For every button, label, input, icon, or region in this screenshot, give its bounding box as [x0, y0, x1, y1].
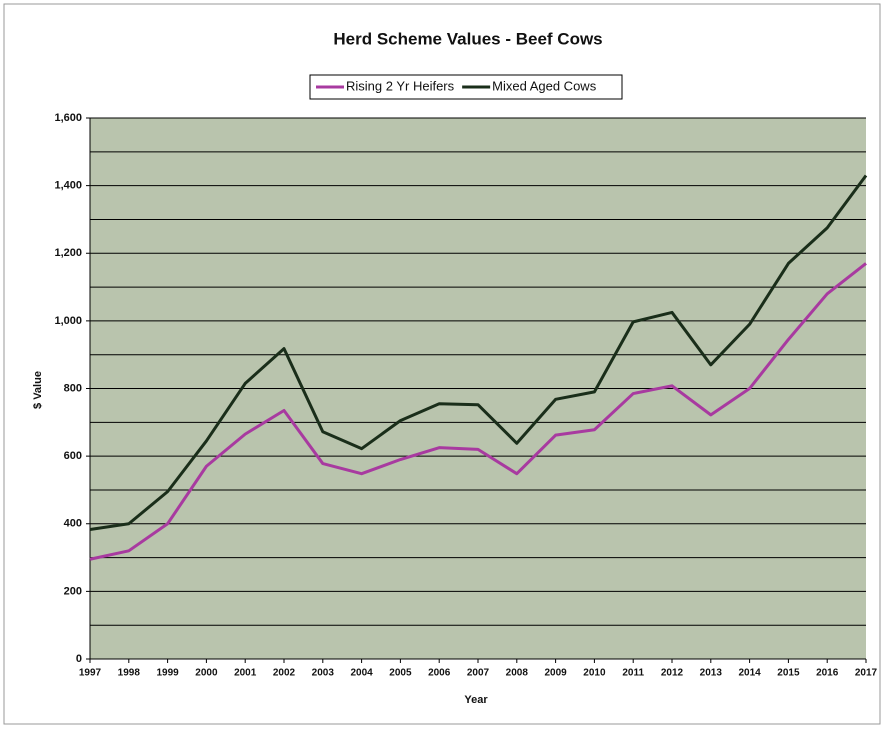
page: {"chart_data": {"type": "line", "title":… [0, 0, 884, 729]
y-tick-label: 1,400 [54, 180, 82, 192]
x-tick-label: 2014 [738, 668, 761, 679]
x-tick-label: 2007 [467, 668, 490, 679]
y-tick-label: 1,200 [54, 247, 82, 259]
legend-label: Mixed Aged Cows [492, 78, 597, 93]
y-tick-label: 400 [64, 518, 82, 530]
x-tick-label: 2011 [622, 668, 644, 679]
x-tick-label: 2009 [544, 668, 567, 679]
x-tick-label: 2013 [700, 668, 723, 679]
legend-label: Rising 2 Yr Heifers [346, 78, 455, 93]
y-axis-label: $ Value [32, 371, 44, 409]
chart-title: Herd Scheme Values - Beef Cows [333, 29, 602, 48]
x-tick-label: 2015 [777, 668, 800, 679]
x-axis-label: Year [464, 694, 488, 706]
y-tick-label: 600 [64, 450, 82, 462]
y-tick-label: 800 [64, 382, 82, 394]
x-tick-label: 1998 [118, 668, 141, 679]
x-tick-label: 2012 [661, 668, 684, 679]
x-tick-label: 2004 [350, 668, 373, 679]
x-tick-label: 2000 [195, 668, 218, 679]
x-tick-label: 1997 [79, 668, 102, 679]
x-tick-label: 2001 [234, 668, 257, 679]
y-tick-label: 200 [64, 585, 82, 597]
x-tick-label: 2002 [273, 668, 296, 679]
x-tick-label: 2005 [389, 668, 412, 679]
chart: Herd Scheme Values - Beef Cows Year $ Va… [0, 0, 884, 729]
y-tick-label: 1,600 [54, 112, 82, 124]
x-tick-label: 2003 [312, 668, 335, 679]
y-tick-label: 1,000 [54, 315, 82, 327]
x-tick-label: 2006 [428, 668, 451, 679]
x-tick-label: 2016 [816, 668, 839, 679]
x-tick-label: 2017 [855, 668, 878, 679]
x-tick-label: 1999 [156, 668, 179, 679]
y-tick-label: 0 [76, 653, 82, 665]
x-tick-label: 2010 [583, 668, 606, 679]
x-tick-label: 2008 [506, 668, 529, 679]
